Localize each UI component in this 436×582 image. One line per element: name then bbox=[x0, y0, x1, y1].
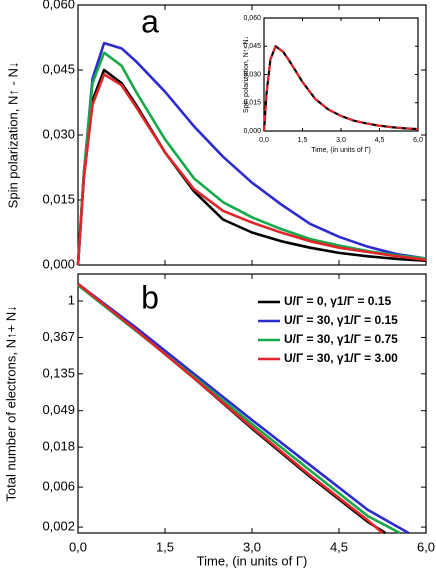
x-tick-label: 1,5 bbox=[156, 539, 174, 554]
y-tick-label: 0,045 bbox=[42, 61, 75, 76]
x-tick-label: 6,0 bbox=[417, 539, 435, 554]
y-tick-label: 0,060 bbox=[42, 0, 75, 11]
x-axis-label: Time, (in units of Γ) bbox=[311, 147, 371, 154]
series-line bbox=[76, 68, 427, 266]
x-tick-label: 0,0 bbox=[69, 539, 87, 554]
y-tick-label: 0,135 bbox=[42, 365, 75, 380]
y-axis-label: Total number of electrons, N↑+ N↓ bbox=[3, 305, 18, 501]
x-tick-label: 4,5 bbox=[330, 539, 348, 554]
x-tick-label: 6,0 bbox=[413, 137, 423, 144]
x-tick-label: 3,0 bbox=[336, 137, 346, 144]
y-axis-label: Spin polarization, N↑ - N↓ bbox=[5, 62, 20, 209]
legend-label: U/Γ = 0, γ1/Γ = 0.15 bbox=[284, 294, 391, 308]
panel-label: b bbox=[141, 279, 159, 315]
y-tick-label: 1 bbox=[68, 292, 75, 307]
x-axis-label: Time, (in units of Γ) bbox=[197, 553, 308, 568]
legend-label: U/Γ = 30, γ1/Γ = 0.75 bbox=[284, 332, 398, 346]
series-line bbox=[77, 282, 384, 534]
y-tick-label: 0,018 bbox=[42, 439, 75, 454]
y-tick-label: 0,049 bbox=[42, 402, 75, 417]
y-tick-label: 0,045 bbox=[243, 43, 261, 50]
y-tick-label: 0,060 bbox=[243, 15, 261, 22]
x-tick-label: 4,5 bbox=[375, 137, 385, 144]
series-line bbox=[76, 51, 427, 266]
y-tick-label: 0,002 bbox=[42, 519, 75, 534]
legend-label: U/Γ = 30, γ1/Γ = 0.15 bbox=[284, 313, 398, 327]
y-tick-label: 0,030 bbox=[243, 71, 261, 78]
y-axis-label: Spin polarization, N↑- N↓ bbox=[243, 36, 250, 113]
series-line bbox=[262, 45, 419, 132]
series-line bbox=[77, 282, 410, 535]
y-tick-label: 0,367 bbox=[42, 329, 75, 344]
y-tick-label: 0,030 bbox=[42, 126, 75, 141]
series-line bbox=[76, 73, 427, 266]
y-tick-label: 0,006 bbox=[42, 479, 75, 494]
y-tick-label: 0,015 bbox=[243, 100, 261, 107]
x-tick-label: 0,0 bbox=[259, 137, 269, 144]
y-tick-label: 0,000 bbox=[42, 256, 75, 271]
series-line bbox=[76, 41, 427, 266]
legend-label: U/Γ = 30, γ1/Γ = 3.00 bbox=[284, 351, 398, 365]
x-tick-label: 3,0 bbox=[243, 539, 261, 554]
x-tick-label: 1,5 bbox=[298, 137, 308, 144]
y-tick-label: 0,015 bbox=[42, 191, 75, 206]
y-tick-label: 0,000 bbox=[243, 128, 261, 135]
panel-label: a bbox=[141, 3, 159, 39]
